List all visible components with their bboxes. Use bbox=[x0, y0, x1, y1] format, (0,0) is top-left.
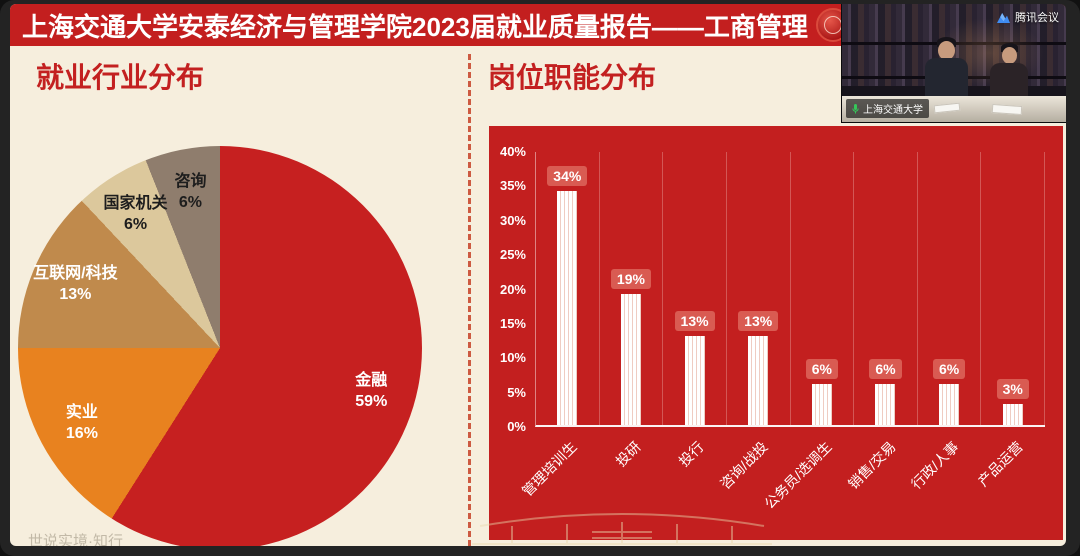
shared-screen-slide: 上海交通大学安泰经济与管理学院2023届就业质量报告——工商管理 就业行业分布 … bbox=[10, 4, 1066, 546]
pie-slice-label: 国家机关 6% bbox=[103, 195, 168, 233]
pie-slice-label: 互联网/科技 13% bbox=[33, 265, 118, 304]
pie-chart-area: 金融 59% 实业 16% 互联网/科技 13% 国家机关 6% 咨询 6% bbox=[18, 146, 422, 546]
y-axis-tick: 35% bbox=[499, 178, 526, 194]
slide-title: 上海交通大学安泰经济与管理学院2023届就业质量报告——工商管理 bbox=[22, 11, 808, 42]
bar-value-label: 19% bbox=[610, 269, 651, 290]
bar-y-axis: 40% 35% 30% 25% 20% 15% 10% 5% 0% bbox=[489, 144, 531, 434]
bar-column: 13% bbox=[727, 152, 791, 425]
bar-category-label: 产品运营 bbox=[974, 438, 1026, 490]
y-axis-tick: 0% bbox=[507, 419, 526, 434]
bar bbox=[1002, 404, 1023, 425]
bar-column: 34% bbox=[536, 152, 600, 425]
y-axis-tick: 5% bbox=[507, 384, 526, 400]
watermark-text: 世说实境·知行 bbox=[28, 533, 123, 546]
bar-value-label: 13% bbox=[674, 310, 715, 331]
bar bbox=[684, 335, 705, 425]
bar-column: 6% bbox=[791, 152, 855, 425]
bar-value-label: 6% bbox=[869, 358, 902, 379]
bar-category-label: 销售/交易 bbox=[844, 438, 899, 493]
y-axis-tick: 25% bbox=[499, 247, 526, 263]
bar-column: 6% bbox=[918, 152, 982, 425]
bar-chart-panel: 40% 35% 30% 25% 20% 15% 10% 5% 0% 34% 19% 13% 13% 6%… bbox=[489, 126, 1063, 540]
bar bbox=[939, 383, 960, 425]
pie-slice-label: 金融 59% bbox=[355, 372, 388, 410]
bar-column: 13% bbox=[663, 152, 727, 425]
person-left-torso bbox=[925, 58, 968, 98]
bar-column: 6% bbox=[854, 152, 918, 425]
bar-column: 3% bbox=[981, 152, 1045, 425]
y-axis-tick: 15% bbox=[499, 315, 526, 331]
pie-section-heading: 就业行业分布 bbox=[36, 62, 205, 93]
bar-column: 19% bbox=[600, 152, 664, 425]
bar-plot: 34% 19% 13% 13% 6% 6% 6% 3% bbox=[535, 152, 1045, 427]
bar-category-label: 行政/人事 bbox=[908, 438, 963, 493]
bar-section-heading: 岗位职能分布 bbox=[488, 62, 657, 93]
bar-value-label: 6% bbox=[932, 358, 966, 379]
y-axis-tick: 30% bbox=[499, 212, 526, 228]
bar bbox=[620, 294, 641, 425]
y-axis-tick: 20% bbox=[499, 281, 526, 297]
bar bbox=[875, 383, 896, 425]
bar bbox=[811, 383, 832, 425]
y-axis-tick: 40% bbox=[499, 144, 526, 159]
person-right-head bbox=[1002, 47, 1017, 64]
person-right-torso bbox=[990, 63, 1028, 98]
industry-pie bbox=[18, 146, 422, 546]
bar-category-label: 公务员/选调生 bbox=[761, 438, 835, 512]
bar-value-label: 34% bbox=[547, 166, 588, 187]
y-axis-tick: 10% bbox=[499, 350, 526, 366]
participant-name: 上海交通大学 bbox=[863, 105, 923, 116]
bar-value-label: 13% bbox=[738, 310, 779, 331]
pie-slice-label: 实业 16% bbox=[65, 404, 98, 442]
dashed-divider bbox=[468, 54, 471, 546]
bar bbox=[557, 191, 578, 425]
participant-name-badge: 上海交通大学 bbox=[846, 99, 929, 118]
building-sketch-decoration bbox=[472, 513, 772, 545]
bar bbox=[748, 335, 769, 425]
webcam-video-tile[interactable]: 腾讯会议 上海交通大学 bbox=[842, 4, 1066, 122]
person-left-head bbox=[938, 41, 955, 60]
tencent-meeting-label: 腾讯会议 bbox=[1015, 12, 1059, 24]
bar-value-label: 3% bbox=[996, 379, 1029, 400]
tencent-meeting-logo: 腾讯会议 bbox=[996, 9, 1059, 25]
mic-icon bbox=[852, 103, 859, 113]
pie-slice-label: 咨询 6% bbox=[174, 173, 207, 212]
tencent-meeting-mountain-icon bbox=[997, 12, 1010, 23]
bar-value-label: 6% bbox=[805, 358, 838, 379]
